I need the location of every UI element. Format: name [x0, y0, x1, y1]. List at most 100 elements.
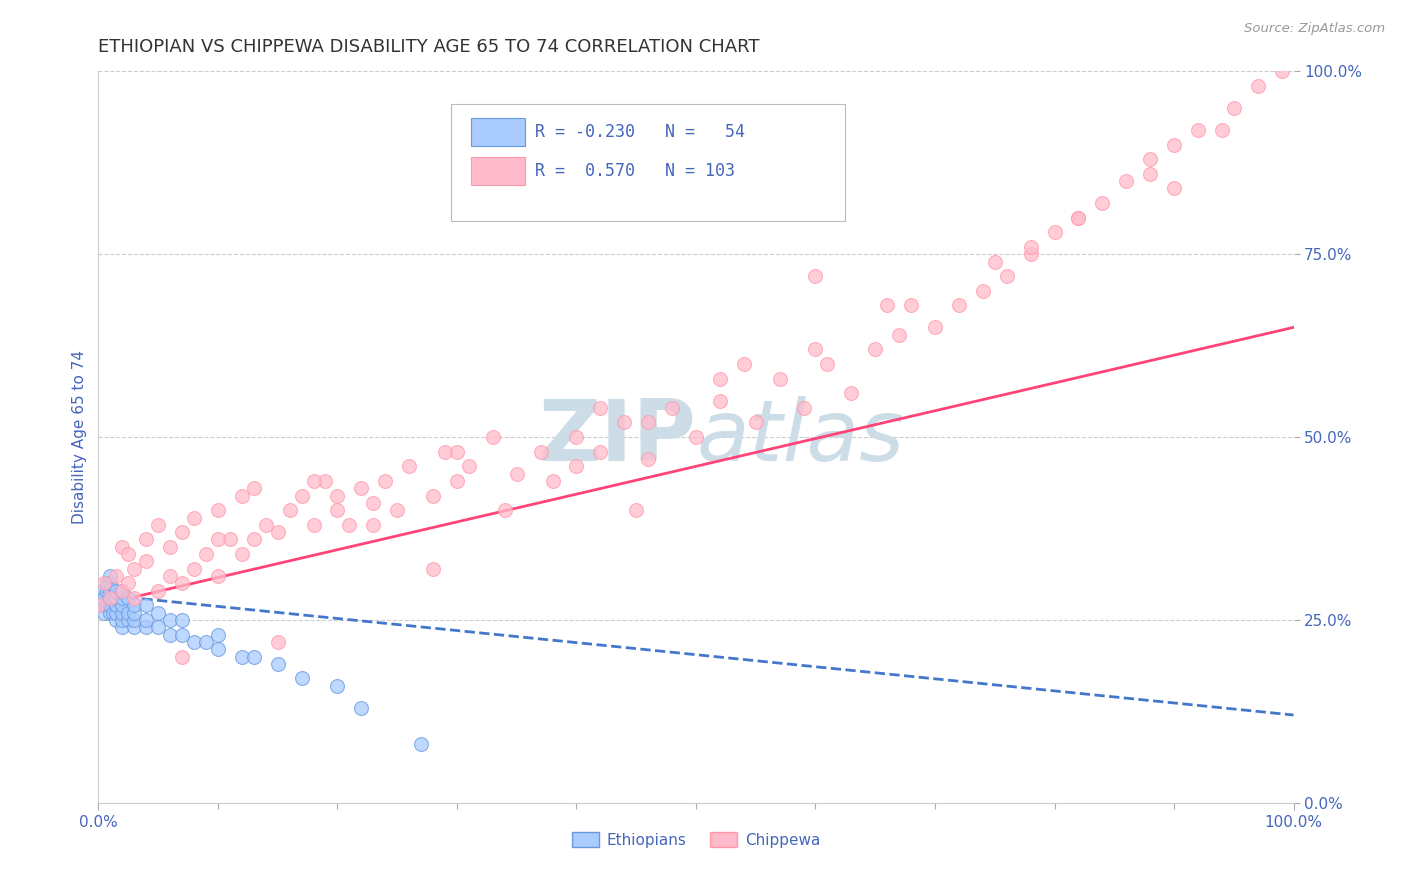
- Point: [1067, 211, 1090, 225]
- Point: [793, 401, 815, 415]
- Point: [350, 700, 373, 714]
- Point: [1163, 181, 1185, 195]
- Point: [1247, 78, 1270, 93]
- Point: [111, 599, 134, 613]
- Point: [267, 635, 290, 649]
- Point: [302, 474, 325, 488]
- Point: [385, 503, 409, 517]
- Point: [1211, 123, 1233, 137]
- Point: [458, 459, 481, 474]
- Point: [98, 599, 122, 613]
- Point: [589, 401, 612, 415]
- Point: [745, 416, 768, 430]
- Point: [481, 430, 505, 444]
- Point: [841, 386, 863, 401]
- Point: [865, 343, 887, 357]
- Point: [315, 474, 337, 488]
- Point: [111, 620, 134, 634]
- Point: [101, 606, 124, 620]
- Point: [98, 583, 122, 598]
- Point: [105, 606, 128, 620]
- Point: [1139, 167, 1161, 181]
- Point: [231, 547, 253, 561]
- Point: [1223, 101, 1246, 115]
- Point: [96, 599, 118, 613]
- Point: [183, 510, 205, 524]
- Point: [1067, 211, 1090, 225]
- Point: [207, 569, 229, 583]
- Text: Source: ZipAtlas.com: Source: ZipAtlas.com: [1244, 22, 1385, 36]
- Point: [148, 606, 170, 620]
- Point: [111, 583, 134, 598]
- Point: [995, 269, 1018, 284]
- Point: [93, 576, 115, 591]
- Point: [231, 649, 253, 664]
- Point: [111, 591, 134, 605]
- Point: [530, 444, 553, 458]
- Y-axis label: Disability Age 65 to 74: Disability Age 65 to 74: [72, 350, 87, 524]
- Point: [93, 591, 115, 605]
- Text: R = -0.230   N =   54: R = -0.230 N = 54: [534, 123, 745, 141]
- Point: [105, 569, 128, 583]
- Point: [98, 576, 122, 591]
- Point: [207, 627, 229, 641]
- Point: [135, 599, 157, 613]
- Point: [541, 474, 564, 488]
- Point: [972, 284, 994, 298]
- Point: [111, 613, 134, 627]
- Point: [159, 540, 181, 554]
- Point: [768, 371, 790, 385]
- Point: [98, 569, 122, 583]
- Point: [87, 583, 110, 598]
- Point: [291, 489, 314, 503]
- Point: [117, 591, 139, 605]
- Point: [267, 657, 290, 671]
- Point: [87, 599, 110, 613]
- Point: [105, 599, 128, 613]
- Bar: [471, 157, 524, 185]
- Text: atlas: atlas: [696, 395, 904, 479]
- Point: [101, 591, 124, 605]
- Point: [87, 599, 110, 613]
- Point: [446, 444, 468, 458]
- Point: [363, 517, 385, 532]
- Point: [422, 562, 444, 576]
- Point: [172, 649, 194, 664]
- Point: [815, 357, 838, 371]
- Point: [565, 459, 588, 474]
- Point: [291, 672, 314, 686]
- Point: [207, 642, 229, 657]
- Point: [96, 583, 118, 598]
- Point: [159, 569, 181, 583]
- Point: [326, 489, 349, 503]
- Point: [411, 737, 433, 751]
- FancyBboxPatch shape: [451, 104, 845, 221]
- Point: [207, 533, 229, 547]
- Point: [243, 649, 266, 664]
- Text: ETHIOPIAN VS CHIPPEWA DISABILITY AGE 65 TO 74 CORRELATION CHART: ETHIOPIAN VS CHIPPEWA DISABILITY AGE 65 …: [98, 38, 759, 56]
- Point: [302, 517, 325, 532]
- Point: [195, 547, 218, 561]
- Point: [374, 474, 396, 488]
- Bar: [471, 118, 524, 146]
- Point: [565, 430, 588, 444]
- Point: [326, 679, 349, 693]
- Point: [231, 489, 253, 503]
- Point: [685, 430, 707, 444]
- Point: [1019, 240, 1042, 254]
- Point: [948, 298, 970, 312]
- Point: [105, 591, 128, 605]
- Point: [1187, 123, 1209, 137]
- Point: [267, 525, 290, 540]
- Point: [626, 503, 648, 517]
- Point: [135, 613, 157, 627]
- Point: [219, 533, 242, 547]
- Point: [243, 481, 266, 495]
- Point: [924, 320, 946, 334]
- Point: [804, 343, 827, 357]
- Point: [804, 269, 827, 284]
- Point: [105, 583, 128, 598]
- Point: [326, 503, 349, 517]
- Point: [661, 401, 683, 415]
- Point: [172, 525, 194, 540]
